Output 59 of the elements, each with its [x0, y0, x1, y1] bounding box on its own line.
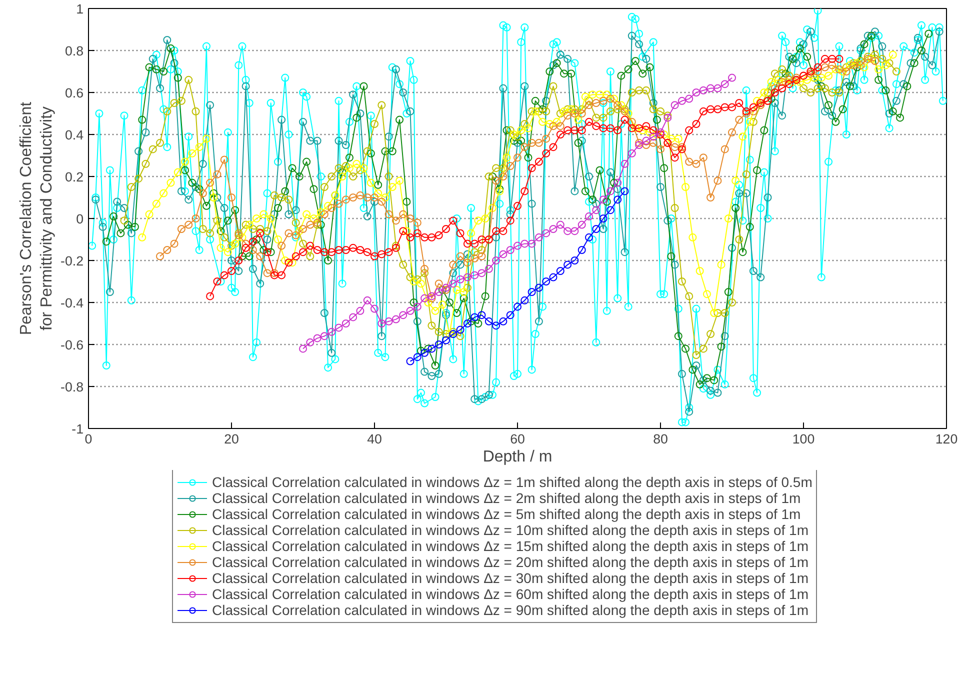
- point: [442, 336, 450, 344]
- point: [463, 320, 472, 328]
- point: [578, 246, 586, 254]
- legend-label: Classical Correlation calculated in windows Δz = 90m shifted along the depth axis in steps of 1m: [212, 602, 808, 618]
- legend-label: Classical Correlation calculated in windows Δz = 5m shifted along the depth axis in steps of 1m: [212, 506, 801, 522]
- point: [606, 206, 614, 214]
- point: [542, 278, 550, 286]
- point: [520, 296, 529, 304]
- legend-label: Classical Correlation calculated in windows Δz = 20m shifted along the depth axis in steps of 1m: [212, 554, 808, 570]
- point: [564, 260, 572, 269]
- point: [556, 267, 564, 275]
- legend-label: Classical Correlation calculated in windows Δz = 1m shifted along the depth axis in steps of 0.5m: [212, 474, 812, 490]
- y-tick-label: 0.6: [64, 86, 84, 100]
- legend-label: Classical Correlation calculated in windows Δz = 30m shifted along the depth axis in steps of 1m: [212, 570, 808, 586]
- point: [406, 357, 414, 366]
- point: [478, 311, 486, 320]
- x-tick-label: 100: [792, 432, 815, 446]
- x-tick-label: 80: [653, 432, 668, 446]
- point: [620, 187, 629, 196]
- x-axis-title: Depth / m: [482, 448, 552, 466]
- y-tick-label: -0.6: [60, 338, 84, 352]
- point: [534, 284, 543, 292]
- point: [614, 196, 622, 204]
- point: [428, 344, 436, 353]
- point: [470, 313, 479, 322]
- y-axis-title: Pearson's Correlation Coefficient for Permittivity and Conductivity: [18, 101, 56, 336]
- legend-label: Classical Correlation calculated in windows Δz = 60m shifted along the depth axis in steps of 1m: [212, 586, 808, 602]
- point: [506, 311, 514, 320]
- y-tick-label: 0.4: [64, 128, 84, 142]
- point: [413, 353, 422, 362]
- point: [484, 317, 493, 326]
- point: [514, 302, 522, 311]
- legend-label: Classical Correlation calculated in windows Δz = 15m shifted along the depth axis in steps of 1m: [212, 538, 808, 554]
- legend-label: Classical Correlation calculated in windows Δz = 10m shifted along the depth axis in steps of 1m: [212, 522, 808, 538]
- y-tick-label: -1: [72, 422, 84, 436]
- y-tick-label: -0.2: [60, 254, 84, 268]
- x-tick-label: 20: [224, 432, 239, 446]
- point: [592, 225, 600, 233]
- point: [434, 340, 443, 348]
- x-tick-label: 40: [367, 432, 382, 446]
- y-tick-label: 0: [76, 212, 84, 226]
- point: [549, 273, 558, 282]
- point: [492, 322, 500, 330]
- point: [585, 233, 593, 242]
- y-tick-label: 0.8: [64, 44, 84, 58]
- y-tick-label: 0.2: [64, 170, 84, 184]
- y-tick-label: 1: [76, 2, 84, 16]
- x-tick-label: 120: [935, 432, 958, 446]
- point: [456, 326, 464, 334]
- x-tick-label: 60: [510, 432, 525, 446]
- y-tick-label: -0.8: [60, 380, 84, 394]
- point: [499, 317, 508, 326]
- point: [570, 256, 579, 264]
- point: [599, 214, 608, 222]
- legend-label: Classical Correlation calculated in windows Δz = 2m shifted along the depth axis in steps of 1m: [212, 490, 801, 506]
- point: [420, 348, 429, 357]
- point: [449, 330, 458, 338]
- point: [528, 288, 536, 296]
- y-tick-label: -0.4: [60, 296, 84, 310]
